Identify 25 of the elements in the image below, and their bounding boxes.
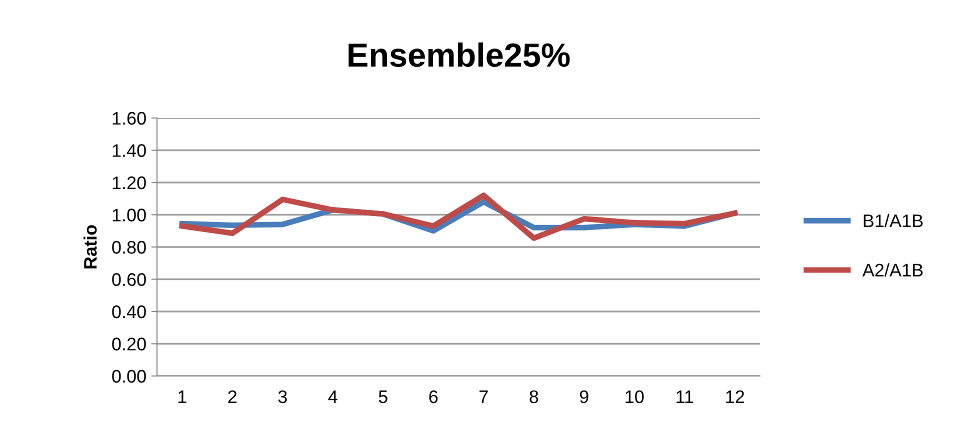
legend-label: A2/A1B: [862, 263, 923, 277]
y-tick-label: 1.60: [112, 112, 146, 125]
y-tick-label: 0.80: [112, 240, 146, 254]
x-tick-label: 10: [626, 390, 644, 404]
x-tick-label: 3: [278, 390, 287, 404]
y-tick-label: 1.00: [112, 208, 146, 222]
y-tick-label: 0.40: [112, 305, 146, 318]
y-tick-label: 0.00: [112, 370, 146, 383]
y-tick-label: 1.40: [112, 144, 146, 157]
x-tick-label: 4: [328, 390, 338, 403]
y-tick-label: 0.20: [112, 338, 146, 350]
chart-title: Ensemble25%: [348, 42, 570, 67]
x-tick-label: 7: [480, 390, 488, 403]
y-tick-label: 0.60: [112, 273, 146, 286]
x-tick-label: 2: [228, 390, 236, 403]
x-tick-label: 1: [178, 390, 186, 403]
x-tick-label: 5: [378, 390, 388, 404]
y-axis-title: Ratio: [84, 225, 97, 268]
x-tick-label: 6: [429, 390, 438, 404]
x-tick-label: 9: [580, 390, 588, 404]
legend-label: B1/A1B: [864, 214, 923, 228]
x-tick-label: 12: [726, 390, 744, 403]
x-tick-label: 8: [530, 390, 538, 404]
y-tick-label: 1.20: [112, 176, 146, 190]
x-tick-label: 11: [676, 390, 694, 403]
